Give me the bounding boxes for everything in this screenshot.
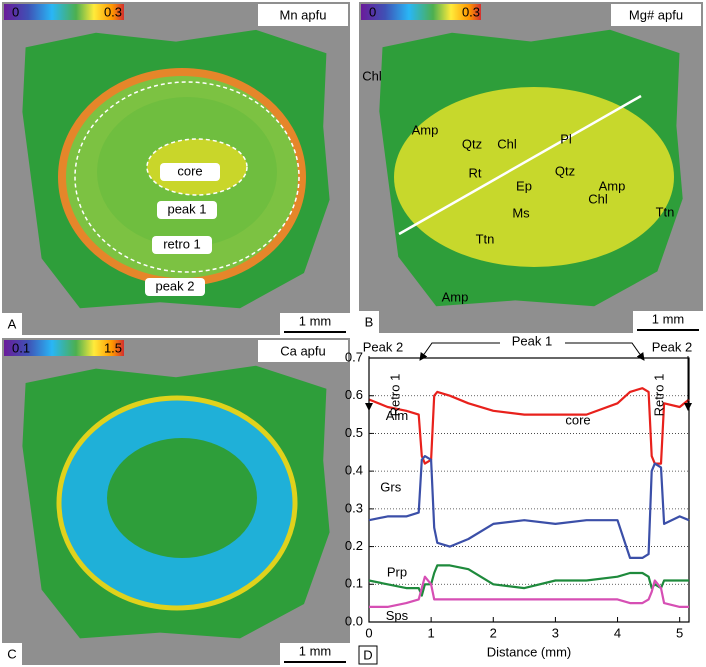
- annotation: Peak 1: [512, 333, 552, 348]
- colorbar-label: 0.3: [462, 4, 480, 19]
- scale-label: 1 mm: [299, 313, 332, 328]
- map-annotation: peak 2: [155, 278, 194, 293]
- colorbar-label: 0.3: [104, 4, 122, 19]
- map-annotation: Chl: [497, 136, 517, 151]
- map-annotation: Ttn: [476, 231, 495, 246]
- series-label: Sps: [386, 608, 409, 623]
- x-tick-label: 3: [552, 625, 559, 640]
- series-line: [369, 565, 689, 595]
- panel-title: Mn apfu: [280, 7, 327, 22]
- zone-mg: [394, 87, 674, 267]
- y-tick-label: 0.6: [345, 387, 363, 402]
- plot-frame: [369, 358, 689, 622]
- series-line: [369, 388, 689, 463]
- x-axis-label: Distance (mm): [487, 644, 572, 659]
- y-tick-label: 0.4: [345, 463, 363, 478]
- map-annotation: Ms: [512, 205, 530, 220]
- colorbar-label: 1.5: [104, 340, 122, 355]
- y-tick-label: 0.3: [345, 500, 363, 515]
- map-annotation: Amp: [442, 289, 469, 304]
- series-line: [369, 577, 689, 607]
- annotation: Retro 1: [651, 374, 666, 417]
- panel-label: D: [363, 647, 372, 662]
- x-tick-label: 4: [614, 625, 621, 640]
- x-tick-label: 1: [428, 625, 435, 640]
- map-annotation: core: [177, 163, 202, 178]
- y-tick-label: 0.2: [345, 538, 363, 553]
- y-tick-label: 0.7: [345, 349, 363, 364]
- map-annotation: Rt: [469, 165, 482, 180]
- y-tick-label: 0.1: [345, 576, 363, 591]
- series-label: Prp: [387, 564, 407, 579]
- panel-label: A: [8, 316, 17, 331]
- map-annotation: Amp: [412, 122, 439, 137]
- scale-label: 1 mm: [299, 643, 332, 658]
- colorbar-label: 0: [369, 4, 376, 19]
- map-annotation: Chl: [588, 191, 608, 206]
- panel-label: B: [365, 314, 374, 329]
- y-tick-label: 0.5: [345, 425, 363, 440]
- panel-label: C: [7, 646, 16, 661]
- y-tick-label: 0.0: [345, 613, 363, 628]
- colorbar-label: 0: [12, 4, 19, 19]
- map-annotation: Chl: [362, 68, 382, 83]
- scale-label: 1 mm: [652, 311, 685, 326]
- series-label: Grs: [380, 480, 401, 495]
- x-tick-label: 0: [365, 625, 372, 640]
- x-tick-label: 5: [676, 625, 683, 640]
- zone-core: [107, 438, 257, 558]
- annotation: core: [565, 412, 590, 427]
- panel-title: Ca apfu: [280, 343, 326, 358]
- map-annotation: Qtz: [555, 163, 575, 178]
- annotation: Peak 2: [363, 339, 403, 354]
- map-annotation: Pl: [560, 131, 572, 146]
- panel-title: Mg# apfu: [629, 7, 683, 22]
- map-annotation: peak 1: [167, 201, 206, 216]
- x-tick-label: 2: [490, 625, 497, 640]
- map-annotation: retro 1: [163, 236, 201, 251]
- map-annotation: Qtz: [462, 136, 482, 151]
- map-annotation: Ttn: [656, 204, 675, 219]
- colorbar-label: 0.1: [12, 340, 30, 355]
- annotation: Retro 1: [387, 374, 402, 417]
- map-annotation: Ep: [516, 178, 532, 193]
- figure: 0 0.3 Mn apfu A 1 mm core peak 1 retro 1 peak 2 0…: [0, 0, 706, 667]
- annotation: Peak 2: [652, 339, 692, 354]
